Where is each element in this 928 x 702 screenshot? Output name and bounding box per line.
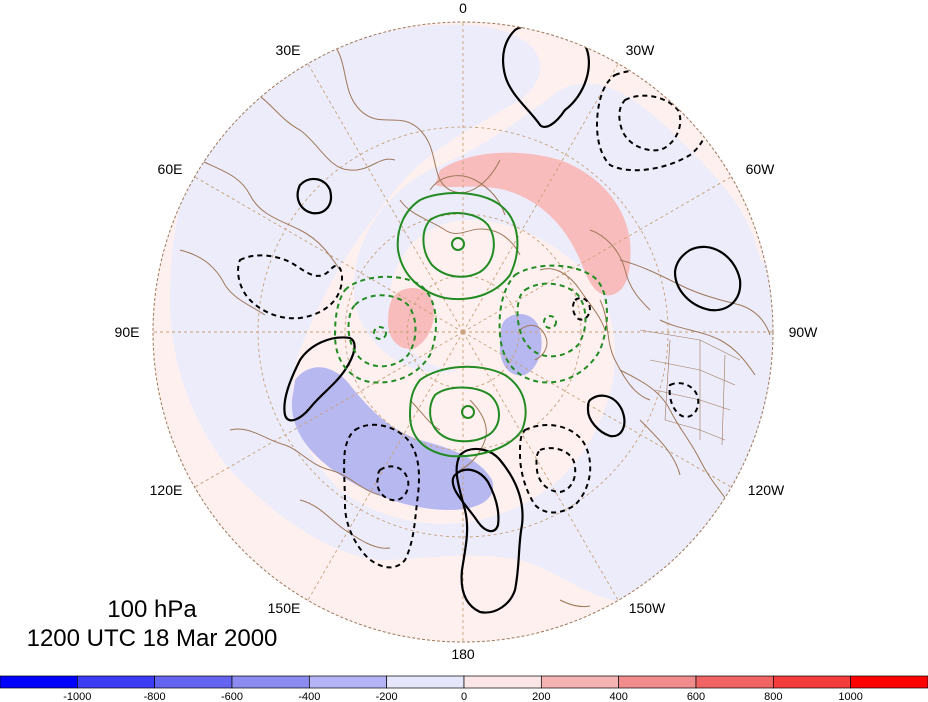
pressure-level-title: 100 hPa: [107, 596, 197, 623]
blue-patch-center: [500, 314, 542, 376]
colorbar-tick-label: -600: [221, 691, 243, 702]
colorbar-tick-label: -1000: [63, 691, 91, 702]
colorbar-swatch: [386, 675, 465, 689]
colorbar-swatch: [463, 675, 542, 689]
lon-label-30w: 30W: [626, 42, 656, 58]
lon-label-180: 180: [451, 646, 475, 662]
lon-label-30e: 30E: [276, 42, 301, 58]
light-blue-region-east: [640, 290, 754, 560]
lon-label-60w: 60W: [746, 161, 776, 177]
lon-label-120w: 120W: [748, 482, 785, 498]
map-disk: [153, 22, 773, 642]
longitude-labels: 0 30W 60W 90W 120W 150W 180 150E 120E 90…: [115, 0, 819, 662]
valid-time-title: 1200 UTC 18 Mar 2000: [27, 625, 278, 652]
lon-label-0: 0: [459, 0, 467, 16]
colorbar-swatch: [695, 675, 774, 689]
colorbar-tick-label: 400: [609, 691, 627, 702]
colorbar-swatch: [850, 675, 928, 689]
colorbar-swatch: [308, 675, 388, 689]
pink-patch-center: [388, 288, 435, 349]
colorbar-tick-label: 800: [764, 691, 782, 702]
colorbar-swatch: [0, 675, 78, 689]
colorbar-tick-label: 200: [532, 691, 550, 702]
colorbar-swatch: [231, 675, 310, 689]
pink-patch-atlantic: [435, 152, 631, 296]
green-dashed-contours: [333, 264, 608, 384]
map-border: [152, 21, 774, 643]
lon-label-150w: 150W: [629, 600, 666, 616]
colorbar-tick-label: 600: [687, 691, 705, 702]
colorbar-tick-label: -200: [376, 691, 398, 702]
colorbar-tick-label: 1000: [838, 691, 862, 702]
colorbar-swatch: [76, 675, 156, 689]
colorbar-swatch: [154, 675, 233, 689]
lon-label-90w: 90W: [789, 324, 819, 340]
colorbar-tick-label: -800: [144, 691, 166, 702]
lon-label-60e: 60E: [158, 161, 183, 177]
colorbar-swatch: [618, 675, 697, 689]
light-blue-region-north: [170, 24, 773, 602]
lon-label-90e: 90E: [115, 324, 140, 340]
lon-label-150e: 150E: [268, 600, 301, 616]
coastlines: [179, 39, 771, 608]
colorbar-tick-label: -400: [298, 691, 320, 702]
state-borders: [639, 329, 741, 446]
lon-label-120e: 120E: [150, 482, 183, 498]
colorbar-swatch: [772, 675, 852, 689]
colorbar: -1000 -800 -600 -400 -200 0 200 400 600 800 1000: [0, 675, 928, 702]
green-solid-contours: [396, 192, 527, 458]
colorbar-swatch: [540, 675, 620, 689]
colorbar-tick-label: 0: [461, 691, 467, 702]
